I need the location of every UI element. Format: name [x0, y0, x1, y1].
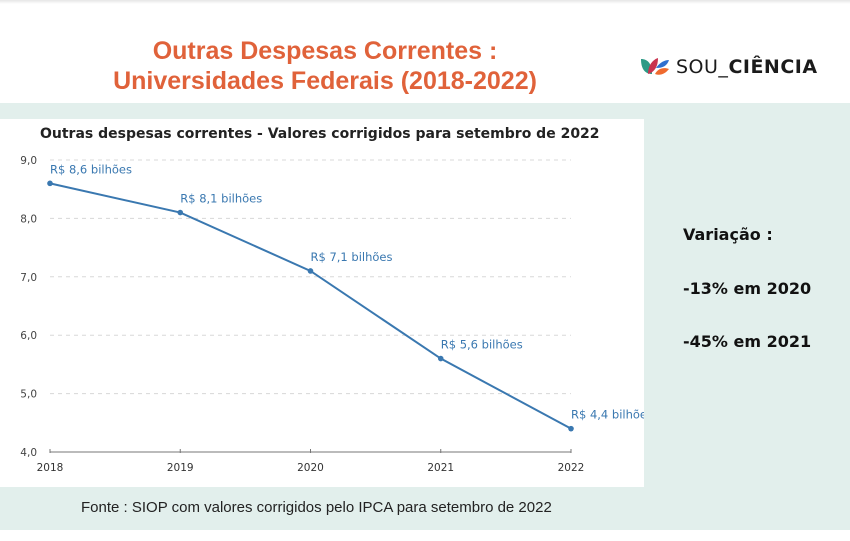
series-line [47, 180, 574, 432]
x-tick-label: 2020 [297, 462, 324, 474]
x-tick-label: 2018 [37, 462, 64, 474]
y-tick-label: 9,0 [20, 155, 37, 167]
y-tick-label: 7,0 [20, 272, 37, 284]
data-point [47, 180, 53, 187]
sou-ciencia-logo-icon [641, 58, 669, 75]
page-title: Outras Despesas Correntes : Universidade… [60, 36, 590, 96]
x-tick-label: 2022 [558, 462, 585, 474]
source-note: Fonte : SIOP com valores corrigidos pelo… [81, 499, 552, 516]
grid-lines [50, 159, 571, 395]
sou-ciencia-logo: SOU_CIÊNCIA [640, 55, 818, 79]
data-label: R$ 8,1 bilhões [180, 192, 262, 206]
data-labels: R$ 8,6 bilhões R$ 8,1 bilhões R$ 7,1 bilhõ… [50, 162, 644, 421]
chart-title: Outras despesas correntes - Valores corr… [40, 126, 600, 142]
y-tick-label: 6,0 [20, 330, 37, 342]
variation-heading: Variação : [683, 225, 773, 244]
data-label: R$ 7,1 bilhões [311, 250, 393, 264]
x-tick-label: 2021 [427, 462, 454, 474]
data-point [307, 268, 314, 274]
y-tick-label: 4,0 [20, 447, 37, 459]
variation-item-2021: -45% em 2021 [683, 332, 812, 351]
logo-text-bold: CIÊNCIA [728, 56, 818, 78]
series-polyline [49, 182, 572, 430]
line-chart: 4,05,06,07,08,09,0 2018 2019 2020 2021 2022 … [20, 155, 644, 474]
variation-item-2020: -13% em 2020 [683, 279, 812, 298]
data-label: R$ 8,6 bilhões [50, 162, 132, 176]
page-title-line-2: Universidades Federais (2018-2022) [113, 67, 537, 95]
x-axis: 2018 2019 2020 2021 2022 [37, 449, 585, 474]
data-point [437, 355, 444, 362]
data-label: R$ 5,6 bilhões [441, 338, 523, 352]
chart-panel [0, 119, 644, 487]
logo-text: SOU_CIÊNCIA [676, 56, 818, 78]
data-label: R$ 4,4 bilhõe [571, 408, 644, 422]
data-point [177, 209, 184, 216]
top-edge-shadow [0, 0, 850, 4]
data-point [568, 425, 574, 432]
page-title-line-1: Outras Despesas Correntes : [152, 37, 498, 65]
x-tick-label: 2019 [167, 462, 194, 474]
y-tick-labels: 4,0 5,0 6,0 7,0 8,0 9,0 [20, 155, 37, 459]
y-tick-label: 5,0 [20, 389, 37, 401]
logo-text-light: SOU_ [676, 56, 729, 78]
y-tick-label: 8,0 [20, 213, 37, 225]
